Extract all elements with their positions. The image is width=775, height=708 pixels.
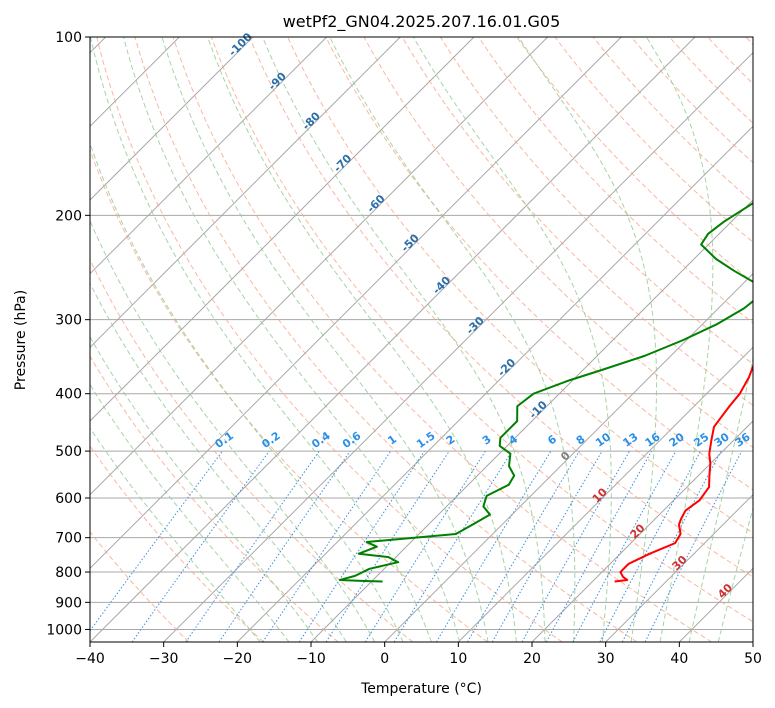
y-tick-label: 200 — [55, 208, 82, 224]
x-tick-label: −10 — [296, 651, 326, 667]
moist-adiabat-line — [90, 219, 376, 642]
background-lines — [90, 37, 753, 642]
x-tick-label: −40 — [75, 651, 105, 667]
isotherm-line — [236, 125, 753, 642]
dry-adiabat-line — [287, 37, 753, 534]
x-tick-label: −20 — [223, 651, 253, 667]
chart-title: wetPf2_GN04.2025.207.16.01.G05 — [283, 12, 561, 32]
dry-adiabat-line — [401, 37, 753, 406]
y-tick-label: 700 — [55, 531, 82, 547]
isotherm-line — [457, 346, 753, 642]
mixing-ratio-line — [393, 450, 513, 642]
isotherm-line — [90, 37, 696, 642]
x-tick-label: 40 — [670, 651, 688, 667]
moist-adiabat-line — [717, 506, 753, 642]
plot-frame — [89, 36, 754, 643]
x-tick-label: 10 — [449, 651, 467, 667]
moist-adiabat-line — [90, 383, 290, 642]
mixing-ratio-line — [185, 450, 320, 642]
temperature-profile-line — [614, 363, 753, 583]
moist-adiabat-line — [90, 282, 347, 642]
moist-adiabat-line — [329, 37, 576, 642]
mixing-ratio-line — [131, 450, 270, 642]
mixing-ratio-line — [621, 450, 722, 642]
dry-adiabat-line — [478, 37, 753, 324]
dry-adiabat-line — [90, 258, 414, 642]
moist-adiabat-line — [207, 37, 517, 642]
y-tick-label: 400 — [55, 387, 82, 403]
y-tick-label: 600 — [55, 491, 82, 507]
moist-adiabat-line — [90, 37, 432, 642]
y-axis-title: Pressure (hPa) — [13, 290, 29, 390]
moist-adiabat-line — [262, 37, 546, 642]
moist-adiabat-line — [412, 37, 612, 642]
x-axis-title: Temperature (°C) — [360, 681, 482, 697]
x-tick-label: 50 — [744, 651, 762, 667]
x-tick-label: 30 — [597, 651, 615, 667]
moist-adiabat-line — [518, 37, 658, 642]
moist-adiabat-line — [123, 37, 461, 642]
isotherm-line — [531, 420, 753, 642]
dry-adiabat-line — [90, 355, 339, 642]
mixing-ratio-line — [218, 450, 351, 642]
mixing-ratio-line — [364, 450, 486, 642]
x-tick-label: 0 — [380, 651, 389, 667]
dry-adiabat-line — [96, 37, 563, 642]
y-axis: 100 200 300 400 500 600 700 800 900 1000 — [46, 30, 90, 638]
isotherm-line — [90, 37, 328, 275]
profile-lines — [338, 201, 753, 583]
dry-adiabat-line — [210, 37, 753, 623]
isotherm-line — [90, 37, 475, 422]
dry-adiabat-line — [592, 37, 753, 203]
y-tick-label: 900 — [55, 595, 82, 611]
isotherm-line — [310, 199, 753, 642]
y-tick-label: 1000 — [46, 622, 82, 638]
moist-adiabat-line — [90, 141, 404, 642]
dewpoint-profile-line — [338, 201, 753, 583]
isotherm-line — [90, 37, 549, 496]
y-tick-label: 800 — [55, 565, 82, 581]
mixing-ratio-line — [325, 450, 450, 642]
moist-adiabat-line — [646, 37, 714, 642]
dry-adiabat-line — [516, 37, 753, 284]
mixing-ratio-line — [90, 450, 223, 632]
dry-adiabat-line — [363, 37, 753, 448]
moist-adiabat-line — [90, 335, 319, 642]
mixing-ratio-line — [545, 450, 653, 642]
y-tick-label: 100 — [55, 30, 82, 46]
dry-adiabat-line — [172, 37, 712, 642]
mixing-ratio-line — [262, 450, 392, 642]
y-tick-label: 300 — [55, 313, 82, 329]
mixing-ratio-line — [644, 450, 743, 642]
dry-adiabat-line — [90, 148, 488, 642]
isotherm-line — [384, 272, 753, 642]
dry-adiabat-line — [325, 37, 753, 491]
dry-adiabat-line — [134, 37, 638, 642]
isotherm-line — [90, 37, 254, 201]
x-tick-label: 20 — [523, 651, 541, 667]
moist-adiabat-line — [688, 356, 753, 642]
mixing-ratio-line — [521, 450, 630, 642]
isotherm-line — [163, 51, 753, 642]
mixing-ratio-line — [572, 450, 677, 642]
x-tick-label: −30 — [149, 651, 179, 667]
moist-adiabat-line — [161, 37, 489, 642]
isotherm-line — [90, 37, 622, 570]
isotherm-line — [605, 493, 753, 642]
x-axis: −40 −30 −20 −10 0 10 20 30 40 50 — [75, 642, 762, 667]
mixing-ratio-line — [298, 450, 425, 642]
dry-adiabat-line — [90, 530, 190, 642]
moist-adiabat-line — [90, 427, 261, 642]
mixing-ratio-line — [435, 450, 552, 642]
y-tick-label: 500 — [55, 444, 82, 460]
mixing-ratio-line — [599, 450, 701, 642]
